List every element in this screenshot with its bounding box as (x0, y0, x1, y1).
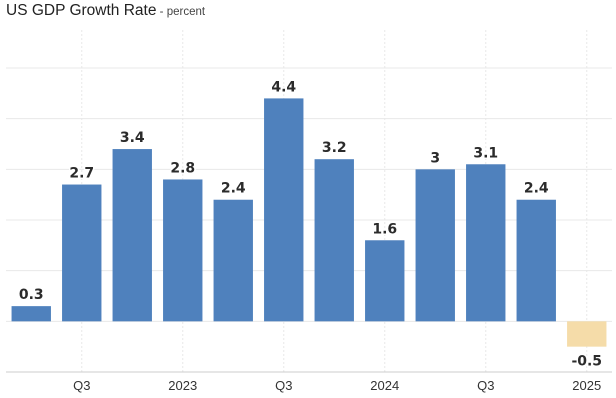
bar-value-label: 2.4 (524, 181, 549, 197)
bar (466, 164, 506, 322)
bar-value-label: 2.8 (170, 160, 195, 176)
bar (365, 240, 405, 322)
bar (11, 306, 51, 322)
chart-subtitle-separator: - (156, 6, 167, 18)
x-tick-label: Q3 (275, 378, 292, 393)
x-axis-ticks: Q3 2023 Q3 2024 Q3 2025 (73, 378, 601, 393)
bar-value-label: 2.4 (221, 181, 246, 197)
bars (11, 98, 607, 347)
bar-value-label: 3.1 (473, 145, 498, 161)
x-tick-label: 2024 (370, 378, 399, 393)
chart-title-row: US GDP Growth Rate - percent (6, 2, 205, 26)
bar (163, 179, 203, 322)
bar-value-label: 3.4 (120, 130, 145, 146)
bar-value-label: 0.3 (19, 287, 44, 303)
bar (415, 169, 455, 322)
bar-value-label: 4.4 (271, 79, 296, 95)
bar (516, 199, 556, 322)
x-tick-label: 2025 (572, 378, 601, 393)
bar (213, 199, 253, 322)
x-tick-label: 2023 (168, 378, 197, 393)
bar-value-label: 3.2 (322, 140, 347, 156)
chart-subtitle: percent (166, 6, 206, 18)
bar (567, 321, 607, 347)
bar-value-label: 1.6 (372, 221, 397, 237)
x-tick-label: Q3 (477, 378, 494, 393)
bar-value-label: -0.5 (571, 354, 602, 370)
chart-title: US GDP Growth Rate (6, 2, 157, 19)
bar (112, 149, 152, 322)
bar (62, 184, 102, 322)
bar (314, 159, 354, 322)
value-labels: 0.3 2.7 3.4 2.8 2.4 4.4 3.2 1.6 3 3.1 2.4 -0.5 (17, 78, 603, 371)
bar (264, 98, 304, 322)
bar-value-label: 2.7 (69, 166, 94, 182)
bar-value-label: 3 (430, 150, 440, 166)
x-tick-label: Q3 (73, 378, 90, 393)
